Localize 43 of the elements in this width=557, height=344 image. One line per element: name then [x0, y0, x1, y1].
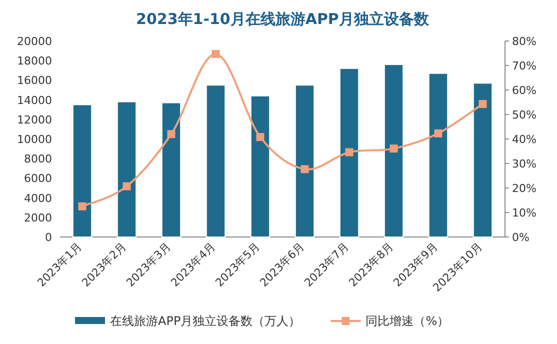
y2-tick-label: 30%: [512, 158, 536, 170]
y-tick-label: 20000: [17, 35, 52, 48]
y-tick-label: 18000: [17, 54, 52, 68]
legend-label: 同比增速（%）: [366, 314, 450, 328]
y-tick-label: 0: [45, 231, 52, 244]
point: [167, 130, 176, 138]
bar: [161, 102, 182, 238]
point: [434, 129, 442, 138]
y2-tick-label: 60%: [512, 84, 536, 97]
y-tick-label: 2000: [24, 211, 52, 224]
bar: [428, 72, 448, 238]
chart-title: 2023年1-10月在线旅游APP月独立设备数: [136, 10, 430, 28]
point: [300, 165, 309, 174]
bar: [250, 95, 270, 238]
y2-tick-label: 40%: [512, 133, 536, 146]
y2-tick-label: 20%: [512, 182, 536, 195]
point: [478, 100, 487, 108]
bar: [472, 82, 493, 238]
y-tick-label: 16000: [17, 74, 52, 88]
bar: [116, 101, 137, 238]
y-tick-label: 4000: [24, 192, 52, 205]
point: [390, 144, 398, 153]
y-tick-label: 8000: [24, 152, 52, 166]
y-tick-label: 14000: [17, 94, 52, 107]
point: [256, 133, 264, 142]
y2-tick-label: 10%: [512, 206, 536, 220]
point: [78, 202, 86, 210]
legend-label: 在线旅游APP月独立设备数（万人）: [110, 314, 301, 328]
bar: [72, 104, 92, 238]
y-tick-label: 10000: [17, 133, 52, 146]
bar: [339, 68, 360, 238]
y-tick-label: 6000: [24, 172, 52, 186]
bar: [294, 84, 315, 238]
y2-tick-label: 0%: [512, 231, 530, 244]
y2-tick-label: 50%: [512, 108, 536, 122]
bar: [206, 84, 226, 238]
y-tick-label: 12000: [17, 113, 52, 126]
bar: [384, 64, 404, 238]
point: [345, 148, 354, 156]
point: [212, 50, 220, 58]
y2-tick-label: 80%: [512, 35, 536, 48]
y2-tick-label: 70%: [512, 60, 536, 72]
point: [122, 182, 131, 190]
